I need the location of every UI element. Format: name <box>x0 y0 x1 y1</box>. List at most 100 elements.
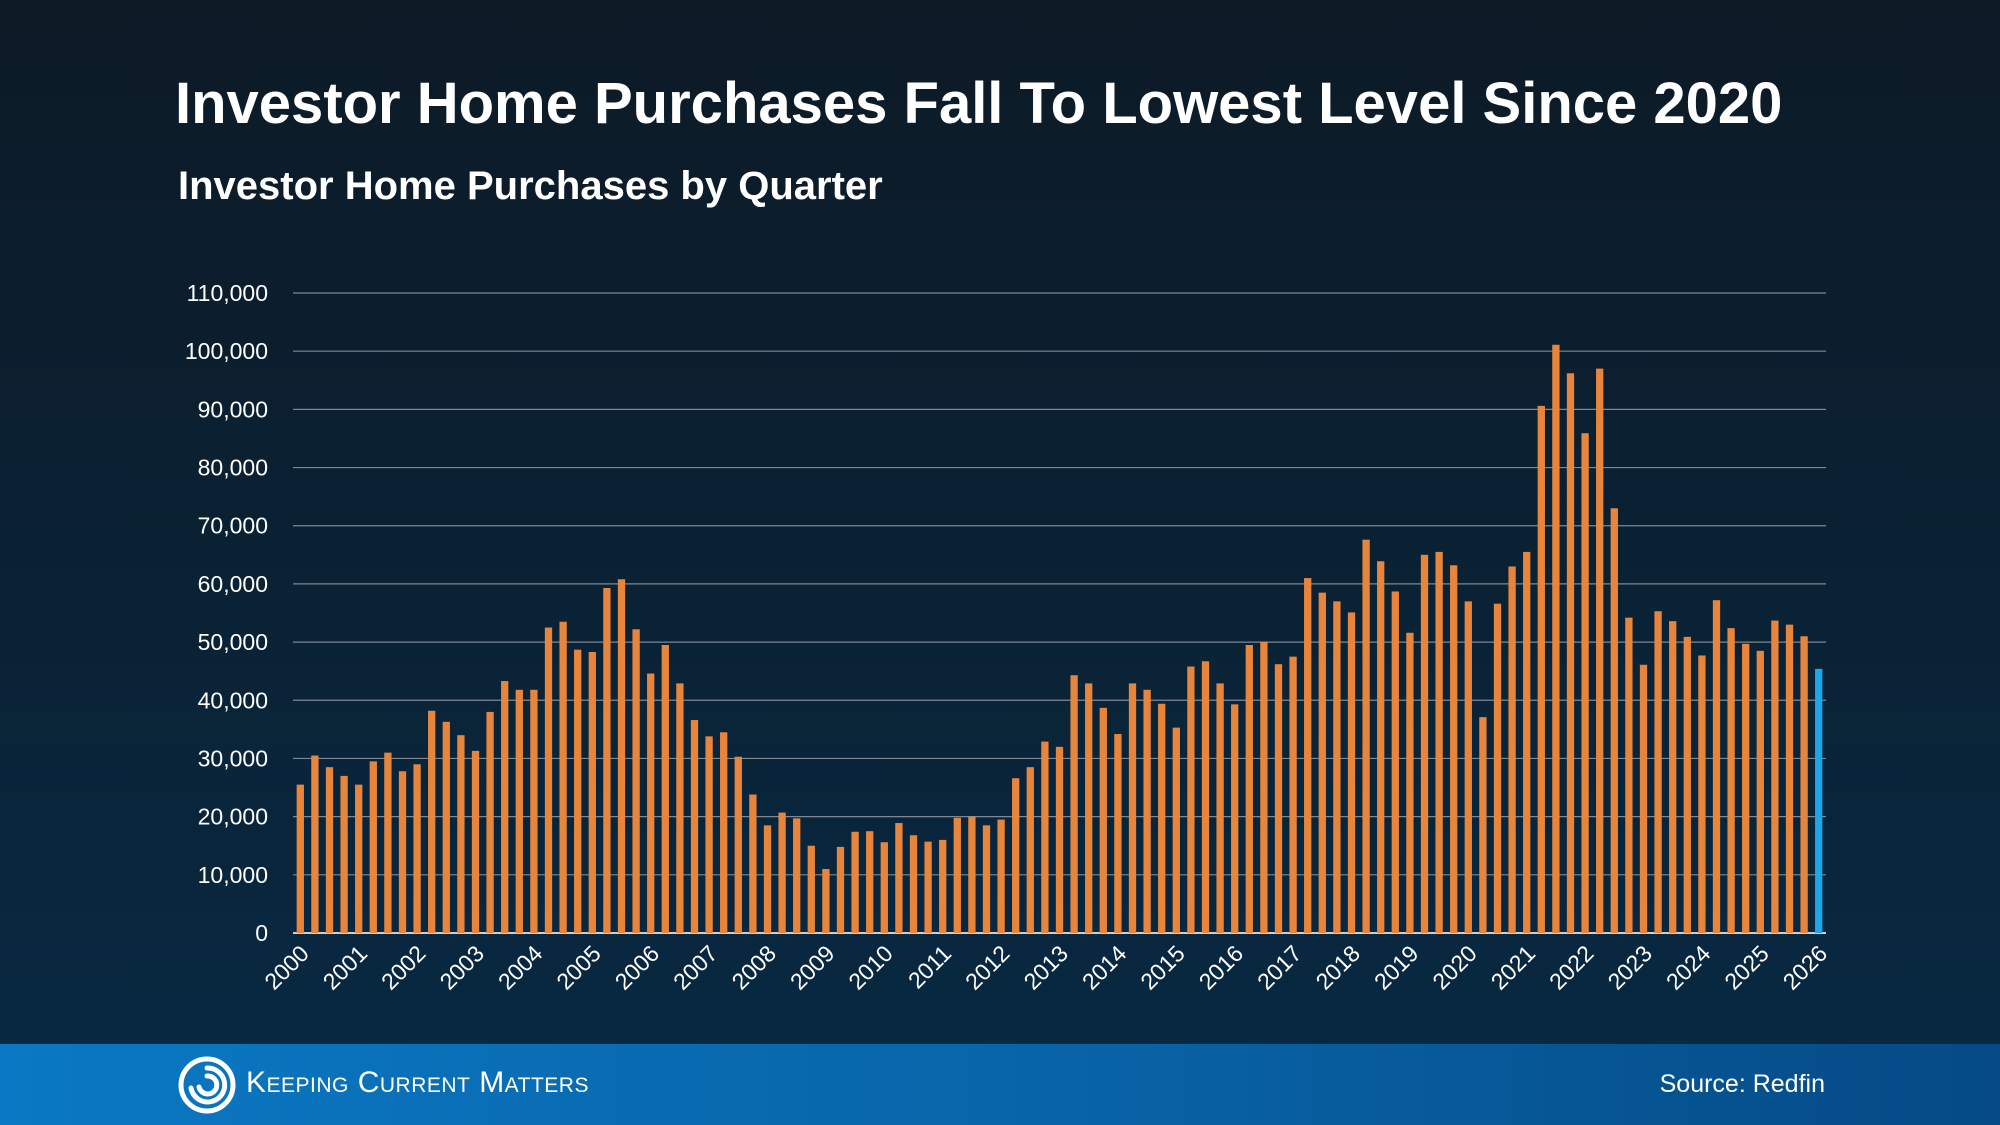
y-tick-label: 40,000 <box>198 687 268 713</box>
bar <box>676 683 684 933</box>
bar <box>997 819 1005 933</box>
x-tick-label: 2021 <box>1486 940 1541 995</box>
bar <box>1012 778 1020 933</box>
x-tick-label: 2026 <box>1778 940 1833 995</box>
bar <box>1377 561 1385 933</box>
bar <box>1742 643 1750 933</box>
x-tick-label: 2016 <box>1194 940 1249 995</box>
kcm-swirl-icon <box>178 1056 236 1114</box>
x-tick-label: 2005 <box>551 940 606 995</box>
bar <box>1698 655 1706 933</box>
bar <box>1420 554 1429 933</box>
x-tick-label: 2022 <box>1544 940 1599 995</box>
bar <box>1128 683 1137 933</box>
bar <box>1187 666 1195 933</box>
bar <box>398 771 407 933</box>
bar <box>1523 551 1531 933</box>
bar <box>1201 661 1210 933</box>
bar <box>690 720 699 933</box>
bar <box>924 841 932 933</box>
x-tick-label: 2006 <box>610 940 665 995</box>
bar <box>1245 645 1253 933</box>
bar <box>1771 620 1779 933</box>
bar <box>1026 767 1034 933</box>
x-tick-label: 2019 <box>1369 940 1424 995</box>
bar <box>982 825 991 933</box>
x-tick-label: 2008 <box>726 940 781 995</box>
y-tick-label: 10,000 <box>198 862 268 888</box>
bar <box>1683 636 1691 933</box>
bar <box>866 831 874 933</box>
y-tick-label: 30,000 <box>198 745 268 771</box>
x-tick-label: 2001 <box>318 940 373 995</box>
bar <box>953 817 961 933</box>
bar <box>1274 664 1283 933</box>
x-tick-label: 2013 <box>1018 940 1073 995</box>
y-tick-label: 60,000 <box>198 571 268 597</box>
bar <box>1041 741 1049 933</box>
bar <box>296 784 304 933</box>
y-tick-label: 20,000 <box>198 804 268 830</box>
bar <box>1639 664 1648 933</box>
bar <box>968 816 976 933</box>
bar <box>822 869 830 933</box>
bar <box>1596 368 1604 933</box>
bar <box>734 756 742 933</box>
highlight-bar <box>1815 668 1823 933</box>
footer-bar: Keeping Current Matters Source: Redfin <box>0 1044 2000 1125</box>
investor-purchases-bar-chart: 0 10,000 20,000 30,000 40,000 50,000 60,000 70,… <box>185 280 1833 995</box>
bar <box>1362 539 1370 933</box>
bar <box>1260 641 1268 933</box>
bar <box>939 839 947 933</box>
bar <box>1085 683 1093 933</box>
bar <box>1143 689 1151 933</box>
bar <box>909 835 918 933</box>
x-tick-label: 2003 <box>434 940 489 995</box>
bar <box>1231 704 1239 933</box>
x-tick-label: 2018 <box>1310 940 1365 995</box>
y-tick-label: 110,000 <box>187 280 268 306</box>
bar <box>1158 703 1166 933</box>
bar <box>1712 600 1721 933</box>
y-tick-label: 100,000 <box>185 338 268 364</box>
x-tick-label: 2014 <box>1077 940 1132 995</box>
bar <box>1654 611 1662 933</box>
bar <box>705 736 713 933</box>
bar <box>895 823 903 933</box>
bar <box>1464 601 1472 933</box>
bar <box>880 842 888 933</box>
bar <box>603 587 611 933</box>
chart-bars <box>296 344 1823 933</box>
x-tick-label: 2010 <box>843 940 898 995</box>
bar <box>763 825 772 933</box>
x-tick-label: 2024 <box>1661 940 1716 995</box>
bar <box>355 784 363 933</box>
bar <box>530 689 538 933</box>
bar <box>1669 621 1677 933</box>
bar <box>661 645 669 933</box>
bar <box>1508 566 1516 933</box>
bar <box>544 627 553 933</box>
bar <box>617 579 626 933</box>
bar <box>471 750 480 933</box>
bar <box>836 846 845 933</box>
bar <box>851 831 859 933</box>
page-title: Investor Home Purchases Fall To Lowest L… <box>175 71 1783 136</box>
y-tick-label: 90,000 <box>198 396 268 422</box>
bar <box>1610 508 1618 933</box>
bar <box>1216 683 1224 933</box>
bar <box>1537 405 1545 933</box>
bar <box>311 755 319 933</box>
bar <box>1756 650 1764 933</box>
x-tick-label: 2000 <box>259 940 314 995</box>
bar <box>340 775 348 933</box>
bar <box>1172 727 1180 933</box>
y-tick-label: 0 <box>255 920 268 946</box>
x-tick-label: 2012 <box>960 940 1015 995</box>
x-tick-label: 2009 <box>785 940 840 995</box>
chart-subtitle: Investor Home Purchases by Quarter <box>178 164 883 208</box>
bar <box>1479 717 1487 933</box>
bar <box>1055 746 1064 933</box>
x-tick-label: 2025 <box>1719 940 1774 995</box>
bar <box>1318 592 1326 933</box>
